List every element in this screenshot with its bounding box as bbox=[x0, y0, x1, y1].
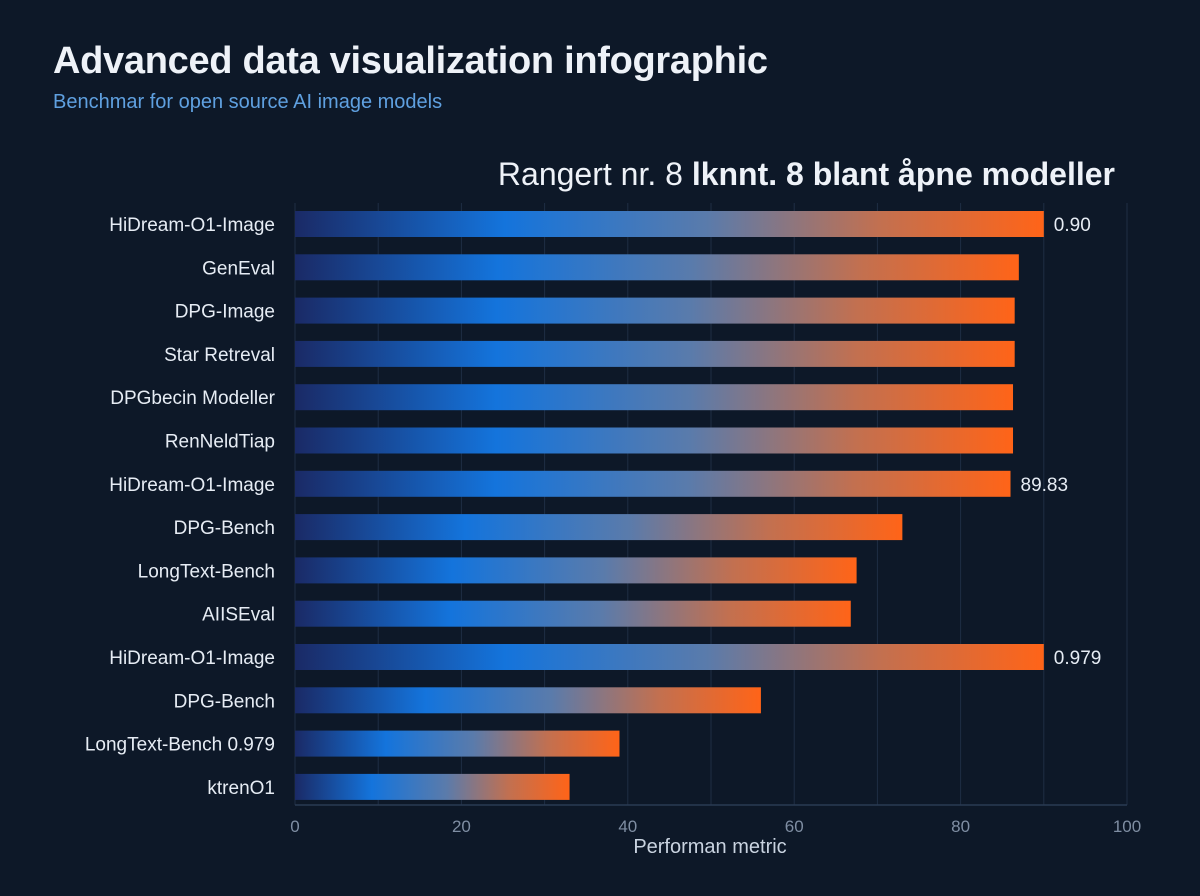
category-label: DPG-Bench bbox=[174, 691, 275, 712]
category-label: Star Retreval bbox=[164, 345, 275, 366]
bar bbox=[295, 730, 620, 757]
data-label: 0.979 bbox=[1054, 648, 1102, 669]
bar bbox=[295, 514, 903, 541]
category-label: RenNeldTiap bbox=[165, 432, 275, 453]
bar bbox=[295, 557, 857, 584]
x-axis-title: Performan metric bbox=[633, 836, 786, 858]
bars bbox=[295, 211, 1044, 800]
bar bbox=[295, 211, 1044, 237]
category-label: AIISEval bbox=[202, 605, 275, 626]
x-tick-label: 0 bbox=[290, 817, 299, 836]
x-tick-label: 20 bbox=[452, 817, 471, 836]
labels: 0 20 40 60 80 100 HiDream-O1-Image 0.90 GenEval D… bbox=[85, 215, 1141, 836]
bar bbox=[295, 297, 1015, 324]
category-label: HiDream-O1-Image bbox=[109, 648, 275, 669]
grid-lines bbox=[294, 203, 1128, 806]
bar bbox=[295, 427, 1014, 454]
category-label: DPG-Image bbox=[175, 302, 275, 323]
bar bbox=[295, 687, 761, 714]
bar bbox=[295, 644, 1044, 670]
page-subtitle: Benchmar for open source AI image models bbox=[53, 91, 443, 113]
category-label: ktrenO1 bbox=[207, 778, 275, 799]
x-tick-label: 100 bbox=[1113, 817, 1141, 836]
category-label: HiDream-O1-Image bbox=[109, 215, 275, 236]
data-label: 0.90 bbox=[1054, 215, 1091, 236]
x-tick-label: 40 bbox=[618, 817, 637, 836]
x-tick-label: 60 bbox=[785, 817, 804, 836]
bar bbox=[295, 773, 570, 800]
category-label: GenEval bbox=[202, 258, 275, 279]
data-label: 89.83 bbox=[1021, 475, 1069, 496]
chart-heading: Rangert nr. 8 lknnt. 8 blant åpne modell… bbox=[498, 156, 1115, 193]
chart-heading-regular: Rangert nr. 8 bbox=[497, 156, 692, 192]
category-label: HiDream-O1-Image bbox=[109, 475, 275, 496]
bar bbox=[295, 384, 1014, 411]
bar bbox=[295, 600, 851, 627]
category-label: LongText-Bench 0.979 bbox=[85, 735, 275, 756]
chart-heading-bold: lknnt. 8 blant åpne modeller bbox=[691, 156, 1115, 192]
bar bbox=[295, 470, 1011, 497]
x-tick-label: 80 bbox=[951, 817, 970, 836]
category-label: DPG-Bench bbox=[174, 518, 275, 539]
bar bbox=[295, 254, 1019, 281]
page-title: Advanced data visualization infographic bbox=[53, 40, 768, 82]
category-label: DPGbecin Modeller bbox=[110, 388, 275, 409]
category-label: LongText-Bench bbox=[138, 561, 275, 582]
bar bbox=[295, 340, 1015, 367]
